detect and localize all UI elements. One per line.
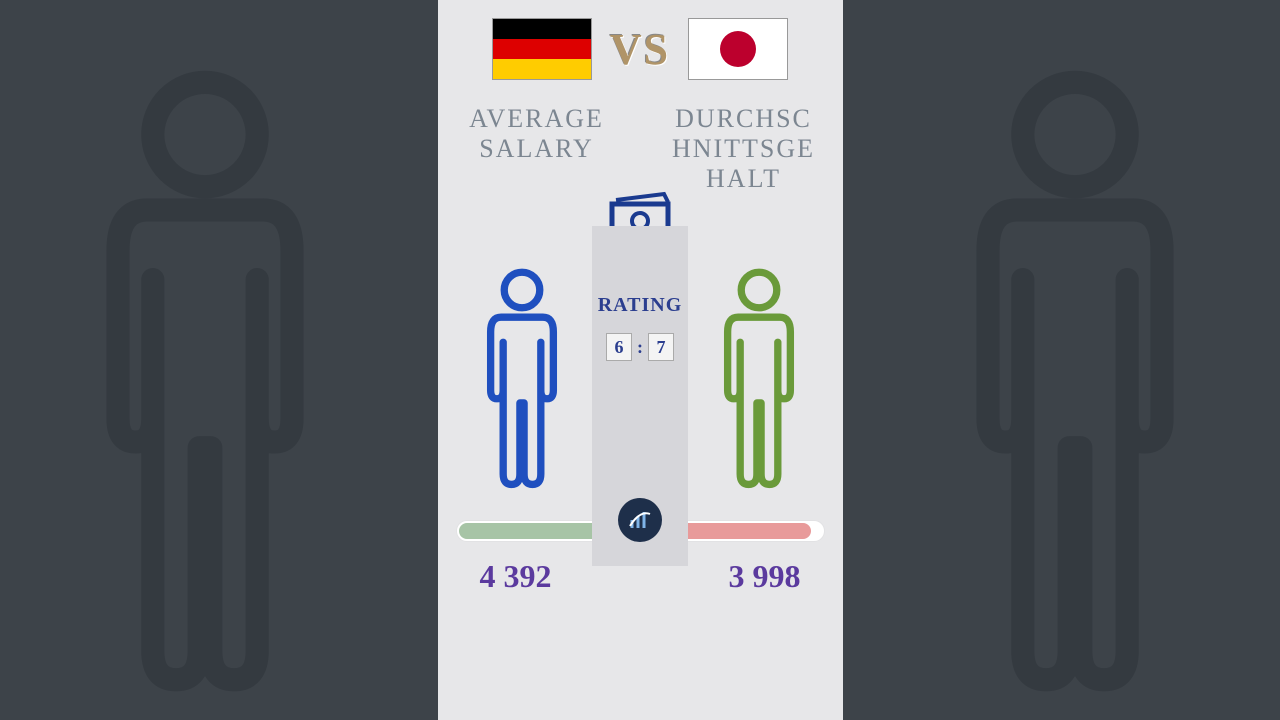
score-left: 6 (606, 333, 632, 361)
score-separator: : (637, 337, 643, 358)
header: VS (492, 18, 788, 80)
bar-left-fill (459, 523, 613, 539)
value-right: 3 998 (729, 558, 801, 595)
rating-label: RATING (598, 294, 683, 317)
value-left: 4 392 (480, 558, 552, 595)
bg-figure-right (930, 70, 1220, 715)
flag-stripe (493, 19, 591, 39)
score-right: 7 (648, 333, 674, 361)
flag-stripe (493, 39, 591, 59)
logo-icon (618, 498, 662, 542)
titles-row: AVERAGE SALARY DURCHSCHNITTSGEHALT (438, 104, 843, 194)
bg-figure-left (60, 70, 350, 715)
flag-stripe (493, 59, 591, 79)
title-left: AVERAGE SALARY (462, 104, 612, 194)
title-right: DURCHSCHNITTSGEHALT (669, 104, 819, 194)
bar-right (665, 520, 825, 542)
flag-germany (492, 18, 592, 80)
figure-left (468, 267, 576, 502)
center-panel: RATING 6 : 7 (592, 226, 688, 566)
figure-right (705, 267, 813, 502)
vs-label: VS (610, 24, 670, 75)
score-row: 6 : 7 (606, 333, 674, 361)
flag-japan (688, 18, 788, 80)
bar-right-fill (668, 523, 812, 539)
comparison-card: VS AVERAGE SALARY DURCHSCHNITTSGEHALT RA… (438, 0, 843, 720)
